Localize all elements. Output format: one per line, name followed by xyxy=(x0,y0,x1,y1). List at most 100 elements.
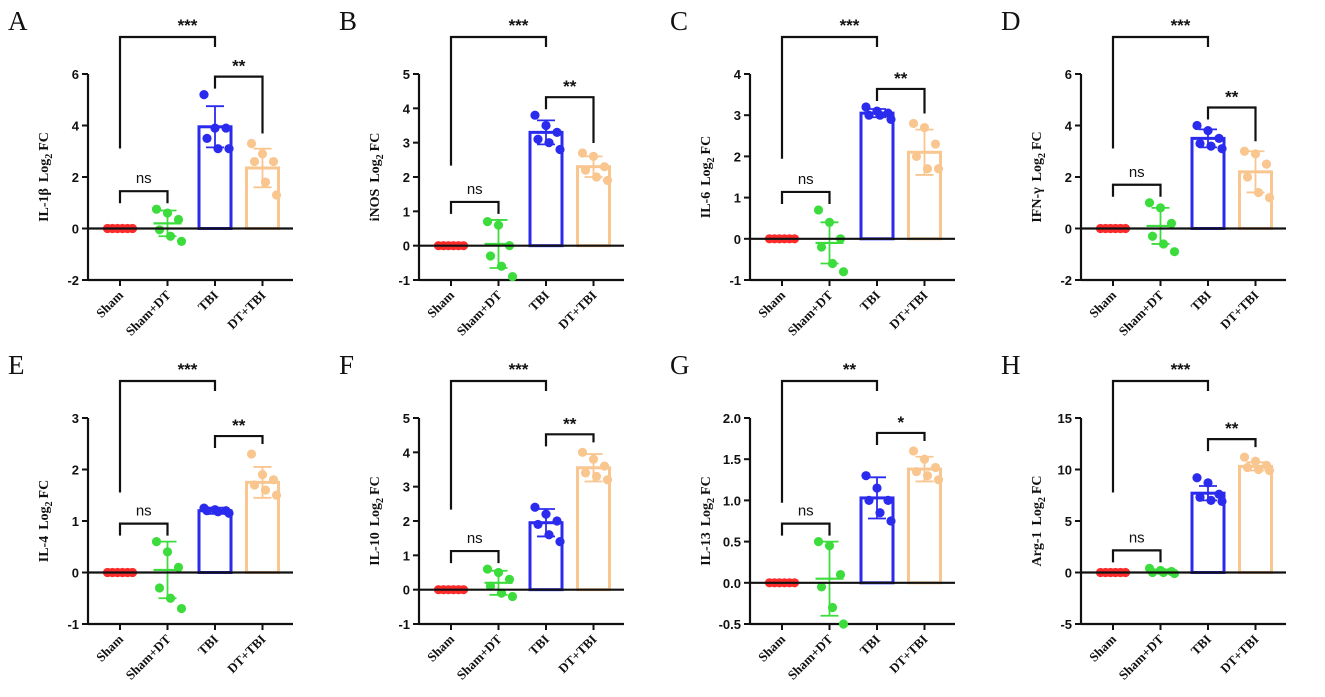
y-tick-label: -0.5 xyxy=(719,617,741,632)
panel-letter: A xyxy=(8,6,28,36)
ns-label: ns xyxy=(467,530,483,547)
y-tick-label: 2 xyxy=(72,170,79,185)
y-label-fc: FC xyxy=(37,132,52,151)
y-label-sub: 2 xyxy=(44,501,55,506)
x-tick-label: Sham+DT xyxy=(123,631,174,682)
y-tick-label: 6 xyxy=(72,67,79,82)
tbi-vs-dttbi-bracket xyxy=(544,433,595,447)
x-tick-label: TBI xyxy=(857,288,883,314)
data-point xyxy=(507,271,518,282)
y-tick-label: 0 xyxy=(403,583,410,598)
y-tick-label: 2 xyxy=(403,170,410,185)
ns-bracket xyxy=(780,522,831,536)
y-tick-label: 2 xyxy=(734,149,741,164)
x-tick-label: Sham+DT xyxy=(785,287,836,338)
y-axis-label: IL-13 Log2 FC xyxy=(699,476,717,565)
y-tick-label: 10 xyxy=(1058,463,1072,478)
y-axis-label: IL-4 Log2 FC xyxy=(37,480,55,562)
y-tick-label: 6 xyxy=(1065,67,1072,82)
y-label-gene: iNOS xyxy=(368,188,383,221)
x-tick-label: Sham+DT xyxy=(785,631,836,682)
tbi-vs-dttbi-bracket xyxy=(1206,438,1257,452)
bar-dt-tbi xyxy=(1238,464,1273,574)
bar-dt-tbi xyxy=(576,466,611,592)
data-point xyxy=(530,502,540,512)
sham-vs-tbi-bracket xyxy=(449,379,548,510)
y-label-sub: 2 xyxy=(44,154,55,159)
data-point xyxy=(552,516,562,526)
x-tick-label: Sham+DT xyxy=(454,287,505,338)
bar-tbi xyxy=(1190,491,1226,574)
data-point xyxy=(1264,193,1275,203)
data-point xyxy=(1264,465,1275,476)
ns-bracket xyxy=(449,200,500,214)
sham-vs-tbi-bracket xyxy=(780,379,879,503)
y-label-sub: 2 xyxy=(1037,497,1048,502)
x-tick-label: TBI xyxy=(857,632,883,658)
y-tick-label: -1 xyxy=(398,273,410,288)
panel-letter: G xyxy=(670,350,690,380)
panel-letter: F xyxy=(339,350,354,380)
x-tick-label: Sham xyxy=(93,631,126,664)
tbi-vs-dttbi-label: ** xyxy=(232,57,246,76)
sham-vs-tbi-bracket xyxy=(1111,379,1210,493)
data-point xyxy=(1169,247,1180,257)
data-point xyxy=(1195,138,1205,149)
data-point xyxy=(933,475,944,485)
data-point xyxy=(504,574,515,584)
y-tick-label: 1 xyxy=(734,191,741,206)
y-label-gene: IFN-γ xyxy=(1030,187,1045,223)
y-label-sub: 2 xyxy=(375,498,386,503)
data-point xyxy=(838,619,849,629)
panel-g: G -0.5 0.0 0.5 1.0 1.5 2.0 IL-13 Log2 FC ShamSham+… xyxy=(670,350,955,683)
data-point xyxy=(555,144,565,155)
y-label-gene: IL-4 xyxy=(37,536,52,562)
data-point xyxy=(224,144,234,154)
y-label-fc: FC xyxy=(1030,131,1045,150)
y-tick-label: 0 xyxy=(1065,222,1072,237)
data-point xyxy=(154,225,165,235)
sham-vs-tbi-bracket xyxy=(118,35,217,149)
tbi-vs-dttbi-bracket xyxy=(875,87,926,114)
x-tick-label: Sham+DT xyxy=(1116,287,1167,338)
data-point xyxy=(1192,120,1202,131)
y-tick-label: 3 xyxy=(403,480,410,495)
ns-bracket xyxy=(118,522,169,536)
y-tick-label: 4 xyxy=(403,445,411,460)
tbi-vs-dttbi-label: ** xyxy=(1225,419,1239,438)
data-point xyxy=(151,204,162,214)
y-tick-label: 0 xyxy=(72,566,79,581)
x-tick-label: TBI xyxy=(195,632,221,658)
panel-letter: C xyxy=(670,6,688,36)
x-tick-label: Sham xyxy=(424,631,457,664)
tbi-vs-dttbi-bracket xyxy=(1206,106,1257,142)
bar-tbi xyxy=(859,111,895,241)
data-point xyxy=(580,468,591,478)
data-point xyxy=(838,267,849,277)
data-point xyxy=(271,490,282,500)
y-tick-label: -5 xyxy=(1060,617,1072,632)
data-point xyxy=(1242,172,1253,182)
data-point xyxy=(246,449,257,459)
y-label-log: Log xyxy=(699,162,714,185)
data-point xyxy=(485,251,496,261)
x-tick-label: Sham+DT xyxy=(1116,631,1167,682)
data-point xyxy=(908,118,919,129)
x-tick-label: TBI xyxy=(1188,632,1214,658)
tbi-vs-dttbi-label: ** xyxy=(894,69,908,88)
y-tick-label: 2 xyxy=(72,463,79,478)
data-point xyxy=(533,519,543,530)
x-tick-label: Sham xyxy=(424,287,457,320)
x-tick-label: Sham xyxy=(755,631,788,664)
x-tick-label: TBI xyxy=(1188,288,1214,314)
x-tick-label: DT+TBI xyxy=(224,288,268,332)
ns-bracket xyxy=(449,549,500,564)
y-label-fc: FC xyxy=(368,476,383,495)
